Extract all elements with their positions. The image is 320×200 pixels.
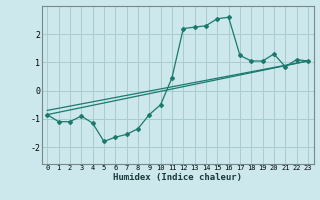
X-axis label: Humidex (Indice chaleur): Humidex (Indice chaleur) bbox=[113, 173, 242, 182]
